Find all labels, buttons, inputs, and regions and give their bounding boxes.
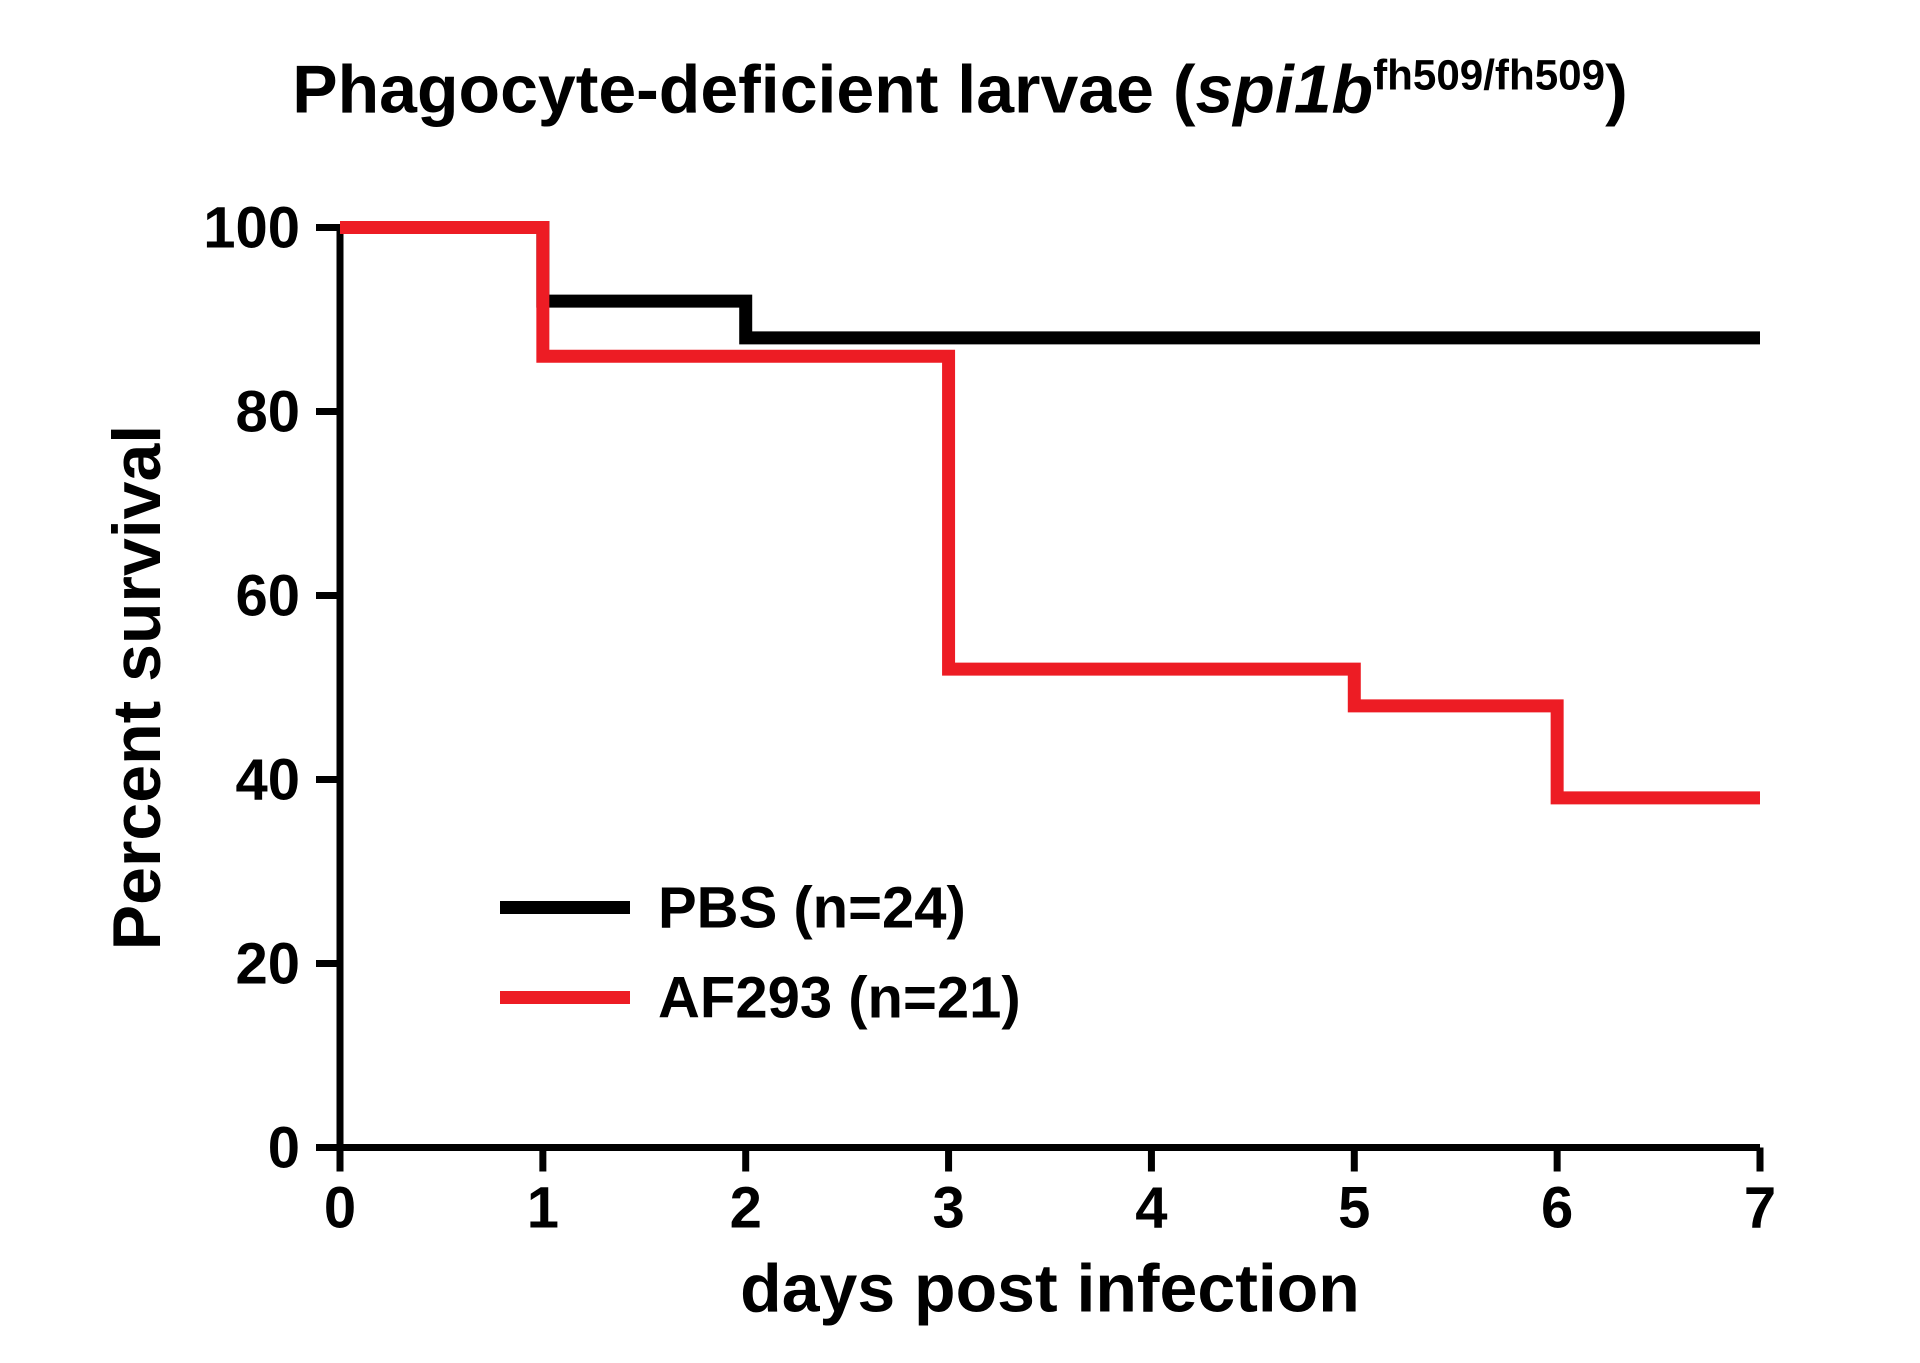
legend-label-PBS: PBS (n=24)	[658, 876, 966, 941]
survival-chart: Phagocyte-deficient larvae (spi1bfh509/f…	[0, 0, 1920, 1363]
x-tick-label: 7	[1744, 1176, 1776, 1241]
x-tick-label: 0	[324, 1176, 356, 1241]
y-axis-label: Percent survival	[99, 425, 175, 950]
y-tick-label: 100	[203, 196, 300, 261]
y-tick-label: 60	[235, 564, 300, 629]
y-tick-label: 40	[235, 748, 300, 813]
chart-svg: Phagocyte-deficient larvae (spi1bfh509/f…	[0, 0, 1920, 1358]
x-tick-label: 2	[730, 1176, 762, 1241]
legend-label-AF293: AF293 (n=21)	[658, 966, 1021, 1031]
x-tick-label: 6	[1541, 1176, 1573, 1241]
y-tick-label: 80	[235, 380, 300, 445]
x-tick-label: 1	[527, 1176, 559, 1241]
x-tick-label: 5	[1338, 1176, 1370, 1241]
y-tick-label: 20	[235, 932, 300, 997]
x-tick-label: 4	[1135, 1176, 1167, 1241]
y-tick-label: 0	[268, 1116, 300, 1181]
x-axis-label: days post infection	[740, 1251, 1360, 1327]
x-tick-label: 3	[932, 1176, 964, 1241]
